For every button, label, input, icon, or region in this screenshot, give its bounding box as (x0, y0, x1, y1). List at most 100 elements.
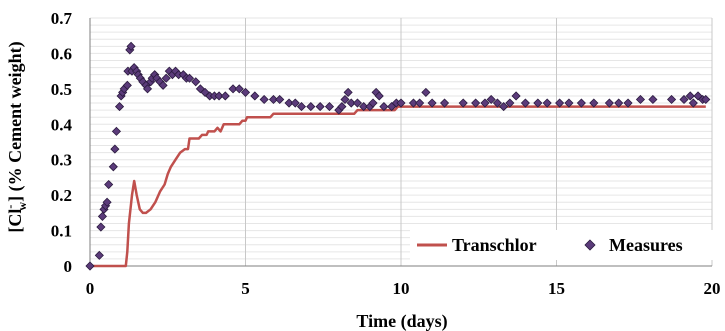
measures-point (126, 41, 136, 51)
measures-point (421, 87, 431, 97)
measures-point (415, 98, 425, 108)
measures-point (337, 102, 347, 112)
measures-point (102, 197, 112, 207)
measures-point (104, 179, 114, 190)
measures-point (250, 91, 260, 101)
measures-point (94, 250, 104, 260)
measures-point (315, 102, 325, 112)
y-tick-label: 0.5 (51, 80, 72, 99)
measures-point (184, 73, 195, 83)
x-tick-label: 10 (393, 279, 410, 298)
measures-point (688, 98, 698, 108)
y-tick-labels: 0 0.1 0.2 0.3 0.4 0.5 0.6 0.7 (51, 9, 73, 276)
measures-point (142, 84, 153, 94)
legend-measures-swatch (584, 239, 596, 251)
measures-point (533, 98, 543, 108)
measures-point (340, 94, 350, 105)
measures-point (352, 98, 363, 108)
measures-point (520, 98, 530, 108)
measures-point (396, 98, 406, 108)
y-tick-label: 0.1 (51, 222, 72, 241)
measures-point (110, 144, 120, 154)
measures-point (114, 102, 125, 112)
measures-point (492, 98, 502, 108)
measures-point (499, 102, 509, 112)
y-axis-title-superscript: - (3, 205, 17, 209)
measures-point (576, 98, 586, 108)
measures-point (97, 211, 108, 221)
y-tick-label: 0 (64, 257, 73, 276)
measures-point (275, 94, 285, 105)
measures-point (564, 98, 574, 108)
x-tick-label: 20 (704, 279, 721, 298)
x-tick-labels: 0 5 10 15 20 (86, 279, 721, 298)
x-axis-title: Time (days) (356, 311, 447, 331)
measures-point (589, 98, 599, 108)
measures-point (158, 80, 168, 90)
measures-point (458, 98, 468, 108)
measures-point (284, 98, 294, 108)
measures-point (306, 102, 316, 112)
x-tick-label: 5 (241, 279, 250, 298)
legend: Transchlor Measures (410, 230, 713, 260)
measures-point (359, 102, 369, 112)
measures-point (122, 80, 132, 90)
measures-point (486, 94, 496, 105)
y-tick-label: 0.6 (51, 44, 72, 63)
measures-point (296, 102, 307, 112)
y-axis-title-suffix: ] (% Cement weight) (5, 41, 26, 201)
measures-point (259, 94, 269, 105)
y-axis-title-prefix: [Cl (5, 209, 25, 233)
legend-background (410, 230, 713, 260)
measures-point (614, 98, 624, 108)
x-tick-label: 15 (548, 279, 565, 298)
measures-point (290, 98, 300, 108)
legend-measures-label: Measures (609, 235, 683, 255)
measures-point (408, 98, 419, 108)
y-axis-title: [Cl-w] (% Cement weight) (3, 41, 29, 232)
measures-point (623, 98, 633, 108)
measures-point (324, 102, 335, 112)
measures-point (220, 91, 230, 101)
measures-point (604, 98, 614, 108)
measures-point (234, 84, 244, 94)
measures-point (480, 98, 490, 108)
measures-point (85, 261, 95, 271)
measures-point (505, 98, 515, 108)
measures-series (85, 41, 711, 271)
measures-point (240, 87, 251, 97)
measures-point (701, 94, 711, 105)
major-gridlines (245, 18, 713, 266)
y-tick-label: 0.7 (51, 9, 73, 28)
measures-point (268, 94, 279, 105)
transchlor-line (90, 105, 706, 268)
measures-point (346, 98, 356, 108)
measures-point (555, 98, 565, 108)
y-tick-label: 0.2 (51, 186, 72, 205)
measures-point (635, 94, 646, 105)
transchlor-series (90, 105, 706, 268)
measures-point (471, 98, 481, 108)
measures-point (343, 87, 353, 97)
measures-point (511, 91, 521, 101)
measures-point (191, 77, 201, 87)
measures-point (228, 84, 238, 94)
measures-point (667, 94, 677, 105)
measures-point (427, 98, 437, 108)
measures-point (648, 94, 658, 105)
measures-point (96, 222, 106, 232)
measures-point (214, 91, 224, 101)
y-tick-label: 0.3 (51, 151, 72, 170)
measures-point (542, 98, 552, 108)
measures-point (161, 73, 171, 83)
measures-point (374, 91, 384, 101)
legend-transchlor-label: Transchlor (452, 235, 537, 255)
measures-point (693, 91, 703, 101)
measures-point (685, 91, 695, 101)
measures-point (679, 94, 689, 105)
y-axis-title-subscript: w (15, 202, 29, 211)
y-tick-label: 0.4 (51, 115, 73, 134)
measures-point (379, 102, 389, 112)
